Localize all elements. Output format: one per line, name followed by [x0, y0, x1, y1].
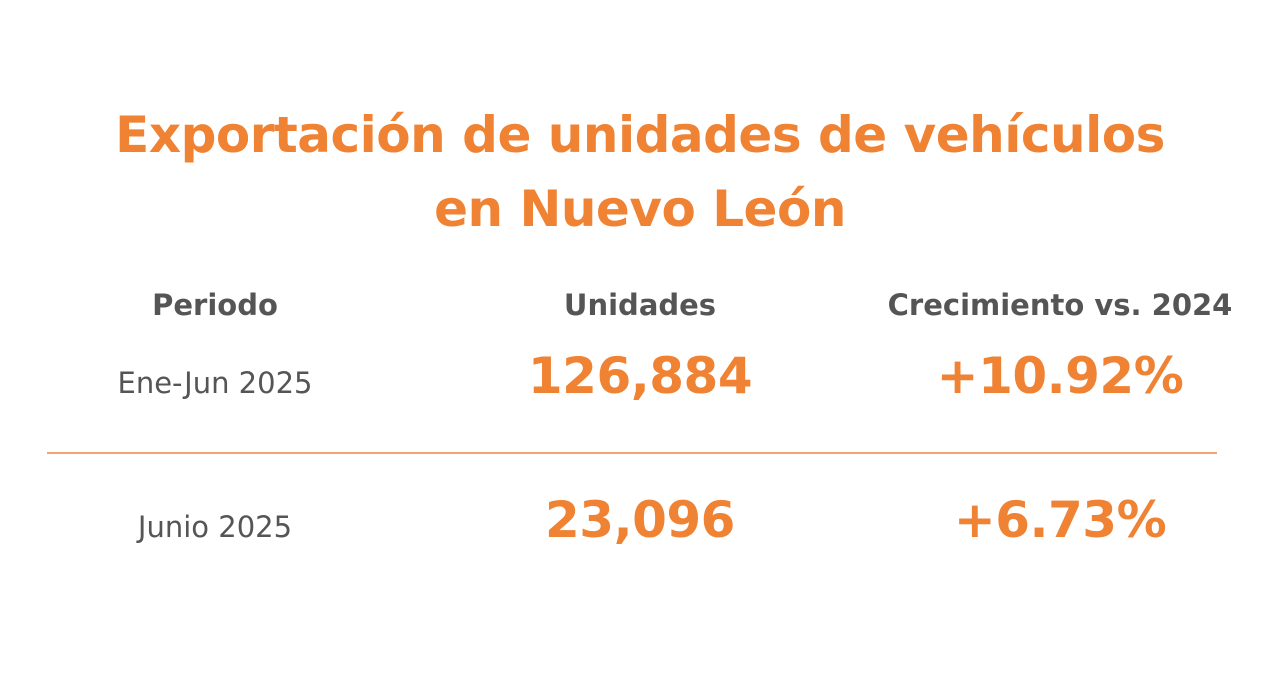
row-divider [47, 452, 1217, 454]
row-1-unidades: 126,884 [527, 347, 753, 405]
title-line-1: Exportación de unidades de vehículos [115, 106, 1165, 164]
row-1-crecimiento: +10.92% [936, 347, 1184, 405]
title-line-2: en Nuevo León [434, 180, 846, 238]
column-header-unidades: Unidades [563, 288, 717, 322]
column-header-periodo: Periodo [152, 288, 278, 322]
page-title: Exportación de unidades de vehículos en … [0, 98, 1280, 246]
column-header-crecimiento: Crecimiento vs. 2024 [887, 288, 1233, 322]
row-2-unidades: 23,096 [545, 491, 735, 549]
row-1-periodo: Ene-Jun 2025 [117, 366, 313, 400]
row-2-periodo: Junio 2025 [137, 510, 293, 544]
row-2-crecimiento: +6.73% [953, 491, 1167, 549]
